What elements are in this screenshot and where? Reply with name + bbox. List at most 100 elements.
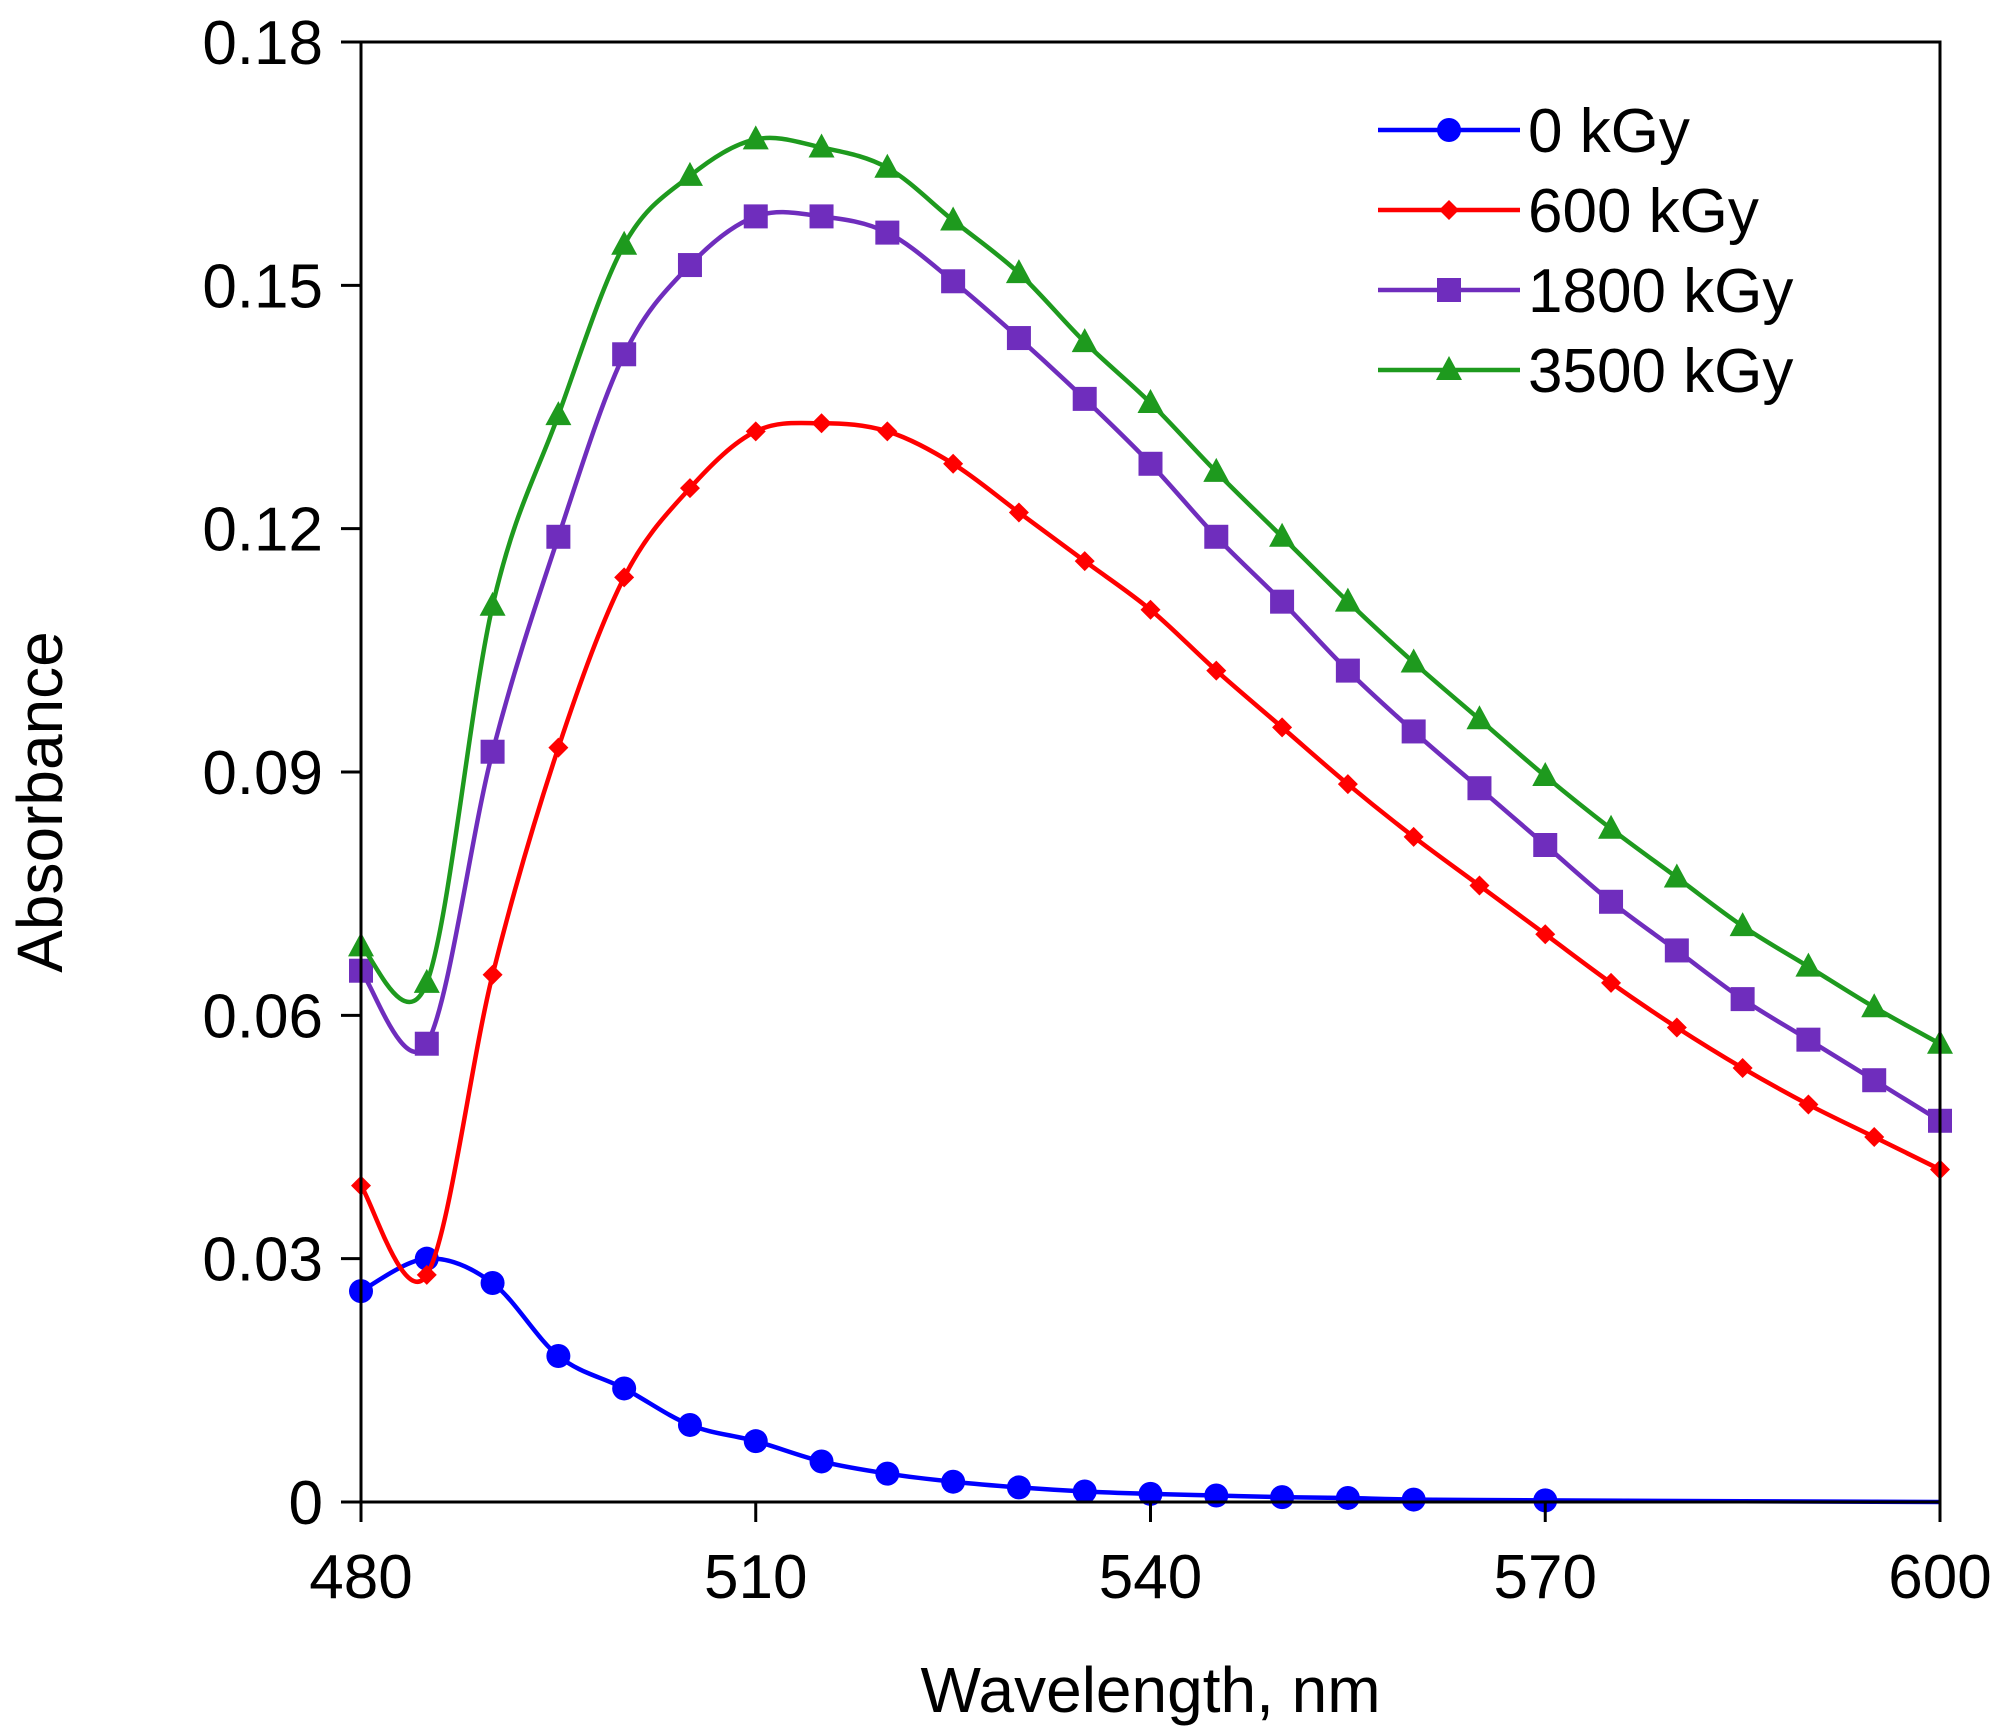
data-point-1800-kgy (1006, 326, 1031, 351)
data-point-3500-kgy (1269, 522, 1296, 547)
data-point-1800-kgy (743, 204, 768, 229)
data-point-600-kgy (1864, 1127, 1885, 1147)
data-point-0-kgy (612, 1376, 637, 1401)
y-tick-label: 0.15 (202, 252, 323, 321)
series-1800-kgy (349, 204, 1952, 1133)
data-point-3500-kgy (611, 230, 638, 255)
data-point-3500-kgy (1795, 952, 1822, 977)
data-point-3500-kgy (1400, 648, 1427, 673)
data-point-600-kgy (548, 737, 569, 758)
data-point-0-kgy (1072, 1479, 1097, 1504)
legend-label: 3500 kGy (1528, 337, 1793, 406)
data-point-600-kgy (679, 478, 700, 499)
data-point-3500-kgy (1861, 993, 1888, 1018)
data-point-600-kgy (1798, 1094, 1819, 1115)
data-point-3500-kgy (1005, 259, 1032, 284)
data-point-600-kgy (811, 413, 832, 434)
data-point-1800-kgy (1138, 451, 1163, 476)
data-point-0-kgy (1270, 1485, 1295, 1510)
data-point-1800-kgy (1664, 938, 1689, 963)
data-point-1800-kgy (1270, 589, 1295, 614)
data-point-3500-kgy (1729, 912, 1756, 937)
data-point-600-kgy (1469, 875, 1490, 896)
data-point-3500-kgy (940, 206, 967, 231)
data-point-3500-kgy (1598, 814, 1625, 839)
data-point-600-kgy (943, 453, 964, 474)
legend-entry-600-kgy: 600 kGy (1378, 177, 1759, 246)
data-point-1800-kgy (941, 269, 966, 294)
x-tick-label: 570 (1494, 1543, 1597, 1612)
data-point-0-kgy (1138, 1481, 1163, 1506)
data-point-600-kgy (482, 964, 503, 985)
x-axis-tick-labels: 480 510 540 570 600 (309, 1543, 1991, 1612)
data-point-1800-kgy (1204, 524, 1229, 549)
data-point-600-kgy (614, 567, 635, 588)
axis-ticks (341, 40, 1942, 1522)
data-point-3500-kgy (1137, 388, 1164, 413)
data-point-1800-kgy (414, 1031, 439, 1056)
legend: 0 kGy 600 kGy 1800 kGy 3500 kGy (1378, 97, 1793, 406)
legend-label: 0 kGy (1528, 97, 1690, 166)
data-point-600-kgy (1140, 599, 1161, 620)
data-point-3500-kgy (742, 125, 769, 150)
data-point-3500-kgy (1663, 863, 1690, 888)
x-tick-label: 510 (704, 1543, 807, 1612)
data-point-1800-kgy (612, 342, 637, 367)
data-point-1800-kgy (1599, 889, 1624, 914)
data-point-1800-kgy (1467, 776, 1492, 801)
data-point-3500-kgy (545, 401, 572, 426)
data-point-1800-kgy (1862, 1068, 1887, 1093)
x-axis-title: Wavelength, nm (920, 1654, 1380, 1726)
y-tick-label: 0 (289, 1469, 323, 1538)
y-axis-title: Absorbance (4, 631, 76, 973)
data-point-600-kgy (1206, 660, 1227, 681)
data-point-600-kgy (1601, 972, 1622, 993)
data-point-1800-kgy (677, 253, 702, 278)
data-point-1800-kgy (546, 524, 571, 549)
legend-entry-1800-kgy: 1800 kGy (1378, 257, 1793, 326)
data-point-600-kgy (1337, 774, 1358, 795)
data-point-600-kgy (1535, 924, 1556, 945)
data-point-0-kgy (1204, 1483, 1229, 1508)
data-point-3500-kgy (1532, 762, 1559, 787)
data-point-600-kgy (877, 421, 898, 442)
data-point-3500-kgy (808, 133, 835, 158)
data-point-3500-kgy (479, 591, 506, 616)
x-tick-label: 540 (1099, 1543, 1202, 1612)
data-point-600-kgy (1272, 717, 1293, 738)
data-point-0-kgy (480, 1271, 505, 1295)
legend-label: 1800 kGy (1528, 257, 1793, 326)
data-point-600-kgy (1403, 826, 1424, 847)
data-point-1800-kgy (1796, 1027, 1821, 1052)
data-point-1800-kgy (1730, 987, 1755, 1012)
data-point-600-kgy (1074, 551, 1095, 572)
data-point-1800-kgy (1335, 658, 1360, 683)
data-point-0-kgy (546, 1344, 571, 1368)
data-point-0-kgy (875, 1461, 900, 1486)
data-point-3500-kgy (676, 161, 703, 186)
data-point-0-kgy (677, 1412, 702, 1437)
data-point-3500-kgy (874, 153, 901, 178)
legend-swatch-marker (1436, 356, 1462, 380)
data-point-0-kgy (743, 1429, 768, 1454)
data-point-1800-kgy (1401, 719, 1426, 744)
data-point-0-kgy (1533, 1488, 1558, 1513)
data-point-1800-kgy (1072, 386, 1097, 411)
legend-swatch-marker (1437, 278, 1461, 302)
y-tick-label: 0.06 (202, 982, 323, 1051)
y-tick-label: 0.09 (202, 739, 323, 808)
y-tick-label: 0.12 (202, 496, 323, 565)
data-point-600-kgy (416, 1264, 437, 1285)
series-layer (348, 125, 1953, 1513)
data-point-600-kgy (1732, 1058, 1753, 1079)
series-line-0-kgy (358, 1256, 1548, 1503)
x-tick-label: 480 (309, 1543, 412, 1612)
data-point-3500-kgy (413, 968, 440, 993)
data-point-0-kgy (809, 1449, 834, 1474)
data-point-0-kgy (1401, 1487, 1426, 1512)
y-tick-label: 0.18 (202, 9, 323, 78)
legend-entry-0-kgy: 0 kGy (1378, 97, 1690, 166)
data-point-1800-kgy (480, 739, 505, 764)
legend-swatch-marker (1439, 200, 1459, 220)
